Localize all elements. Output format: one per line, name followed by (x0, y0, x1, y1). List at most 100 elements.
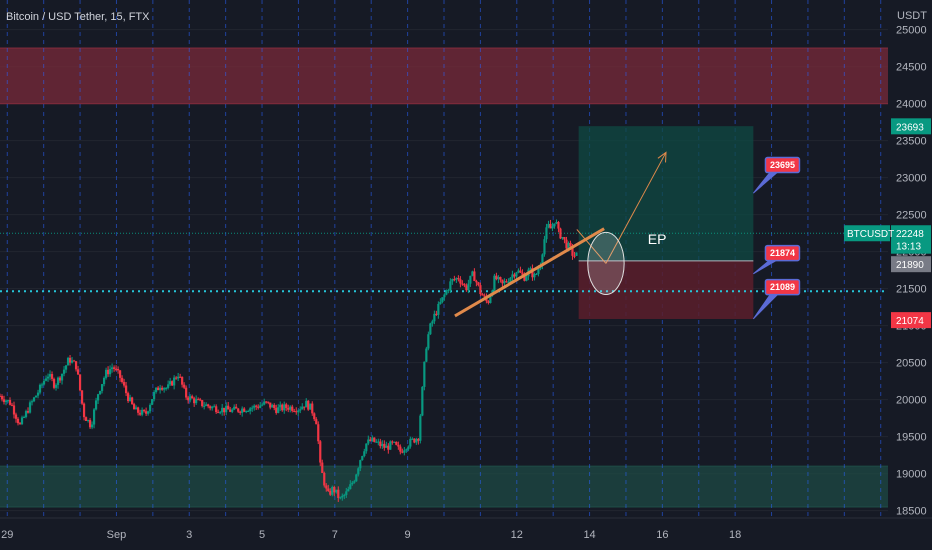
candle-body (555, 222, 558, 224)
candle-body (443, 294, 446, 298)
candle-body (56, 377, 60, 385)
candle-body (313, 413, 316, 420)
chart-title: Bitcoin / USD Tether, 15, FTX (6, 11, 150, 23)
candle-body (455, 278, 458, 280)
price-tick-label: 18500 (896, 506, 927, 518)
candle-body (453, 279, 456, 281)
candle-body (90, 424, 94, 428)
candle-body (129, 397, 132, 402)
price-tick-label: 19000 (896, 469, 927, 481)
candle-body (445, 290, 448, 295)
candle-body (12, 405, 16, 415)
candle-body (365, 443, 368, 452)
candle-body (108, 369, 112, 375)
candle-body (301, 406, 304, 410)
price-tag-bg (891, 312, 931, 329)
candle-body (2, 399, 6, 403)
price-tag-bg (891, 237, 931, 254)
candle-body (42, 380, 46, 385)
time-tick-label: 29 (1, 529, 13, 541)
candle-body (227, 405, 230, 410)
candle-body (199, 399, 202, 401)
candle-body (32, 397, 36, 402)
candle-body (20, 417, 24, 425)
trend-line[interactable] (454, 227, 605, 318)
candle-body (419, 415, 422, 441)
entry-ellipse[interactable] (587, 231, 625, 296)
callout-text: 21089 (770, 282, 795, 292)
candle-body (96, 394, 100, 401)
candle-body (377, 441, 380, 443)
price-tag: 13:13 (896, 242, 921, 253)
candle-body (195, 399, 198, 404)
candle-body (375, 441, 378, 443)
candle-body (147, 411, 150, 414)
candle-body (16, 418, 20, 424)
candle-body (381, 443, 384, 447)
candle-body (429, 323, 432, 335)
candle-body (399, 446, 402, 452)
candle-body (66, 357, 70, 366)
candle-body (489, 295, 492, 303)
candle-body (251, 407, 254, 409)
candle-body (409, 438, 412, 447)
candle-body (110, 367, 114, 370)
projection-line-down[interactable] (576, 229, 607, 264)
candle-body (149, 404, 152, 412)
candle-body (201, 400, 204, 407)
symbol-tag-bg (844, 225, 890, 242)
candle-body (159, 387, 162, 391)
candle-body (114, 368, 118, 370)
candle-body (255, 405, 258, 407)
candle-body (40, 384, 44, 386)
price-axis-bg (888, 0, 932, 550)
candle-body (22, 416, 26, 418)
candle-body (82, 403, 86, 418)
candle-body (36, 392, 40, 396)
candle-body (335, 489, 338, 493)
candle-body (567, 242, 570, 249)
candle-body (78, 374, 82, 391)
candle-body (48, 374, 52, 377)
price-tag: 23693 (896, 122, 924, 133)
candle-body (459, 279, 462, 284)
candle-body (553, 223, 556, 227)
candle-body (537, 268, 540, 274)
candle-body (421, 386, 424, 416)
candle-body (80, 390, 84, 404)
candle-body (465, 285, 468, 291)
callout-box[interactable] (764, 278, 801, 296)
callout-box[interactable] (764, 156, 801, 174)
price-axis[interactable]: 1850019000195002000020500210002150022000… (844, 0, 932, 550)
candle-body (501, 279, 504, 284)
drawings[interactable]: EP 23695 21874 21089 (454, 151, 801, 320)
candle-body (565, 239, 568, 249)
candle-body (547, 223, 550, 228)
candle-body (133, 404, 136, 410)
time-tick-label: 16 (656, 529, 668, 541)
callout-box[interactable] (764, 244, 801, 262)
candle-body (479, 285, 482, 295)
candle-body (137, 407, 140, 413)
candle-body (471, 271, 474, 276)
candle-body (423, 361, 426, 387)
position-box[interactable] (578, 126, 754, 320)
time-axis[interactable]: 29 Sep 3 5 7 9 12 14 16 18 (0, 517, 932, 550)
candle-body (30, 401, 34, 403)
time-tick-label: 14 (583, 529, 595, 541)
candle-body (145, 411, 148, 414)
candle-body (237, 408, 240, 412)
candle-body (203, 405, 206, 407)
candle-body (463, 284, 466, 286)
projection-arrow-up[interactable] (605, 152, 667, 264)
time-tick-label: Sep (107, 529, 127, 541)
candle-body (8, 400, 12, 405)
candle-body (299, 409, 302, 411)
candle-body (291, 406, 294, 411)
candle-body (383, 443, 386, 448)
candle-body (283, 404, 286, 411)
candle-body (285, 404, 288, 408)
candle-body (6, 400, 10, 402)
horizontal-levels (0, 232, 888, 293)
